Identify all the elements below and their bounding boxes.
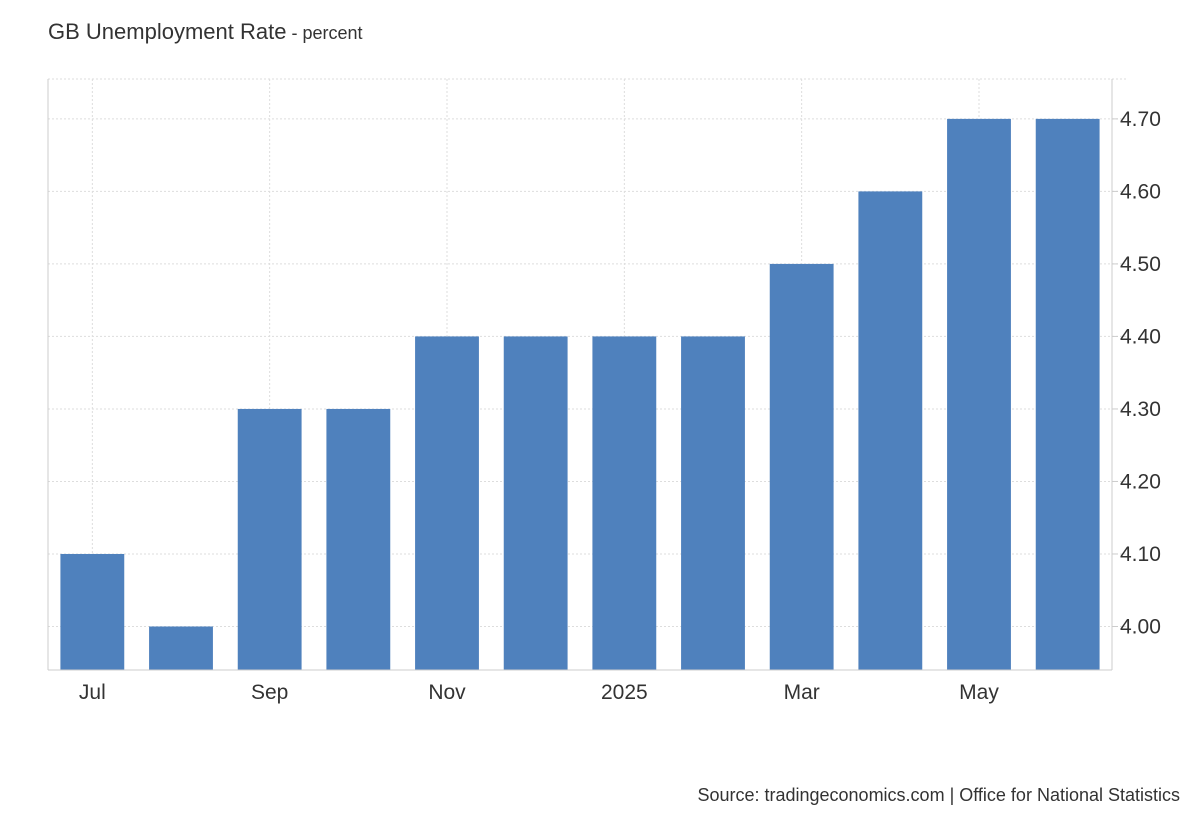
x-tick-label: Mar [784,681,820,704]
chart-title-text: GB Unemployment Rate [48,19,287,44]
x-tick-label: 2025 [601,681,648,704]
chart-title: GB Unemployment Rate - percent [48,19,362,45]
y-tick-label: 4.00 [1120,615,1161,638]
chart-source: Source: tradingeconomics.com | Office fo… [697,785,1180,805]
bar-2024-12 [503,336,568,670]
bar-layer [60,118,1100,671]
bar-2025-01 [592,336,657,670]
x-tick-label: Sep [251,681,288,704]
x-tick-label: Nov [428,681,466,704]
label-layer: 4.00 4.10 4.20 4.30 4.40 4.50 4.60 4.70 Jul Sep No… [79,108,1161,704]
bar-2025-02 [681,336,745,670]
chart-unit-separator: - [286,23,303,43]
bar-2024-08 [149,626,213,670]
y-tick-label: 4.30 [1120,398,1161,421]
bar-2025-05 [947,118,1011,671]
axis-layer [47,79,1118,671]
bar-2024-11 [415,336,479,670]
y-tick-label: 4.50 [1120,253,1161,276]
y-tick-label: 4.60 [1120,180,1161,203]
bar-2025-06 [1035,118,1100,671]
y-tick-label: 4.40 [1120,325,1161,348]
y-tick-label: 4.20 [1120,470,1161,493]
y-tick-label: 4.10 [1120,543,1161,566]
x-tick-label: Jul [79,681,106,704]
bar-2025-04 [858,191,923,670]
chart-unit: percent [302,23,363,43]
bar-2024-10 [326,408,391,670]
bar-2025-03 [769,263,834,670]
bar-2024-09 [237,408,302,670]
x-tick-label: May [959,681,999,704]
bar-2024-07 [60,553,125,670]
y-tick-label: 4.70 [1120,108,1161,131]
